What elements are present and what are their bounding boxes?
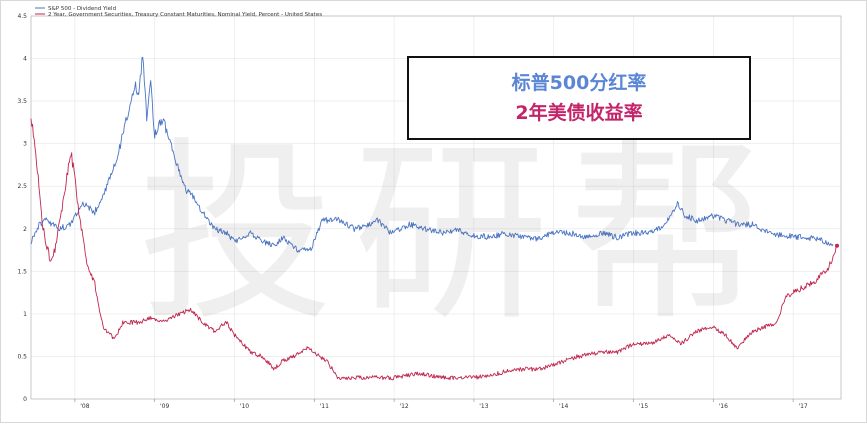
y-tick-label: 4.5 bbox=[17, 13, 27, 20]
y-tick-label: 2 bbox=[23, 226, 27, 233]
x-tick-label: '16 bbox=[719, 403, 728, 410]
plot-area-border bbox=[30, 15, 842, 400]
series-2-end-marker bbox=[835, 243, 840, 248]
annotation-line-treasury: 2年美债收益率 bbox=[515, 102, 643, 124]
y-tick-label: 1 bbox=[23, 311, 27, 318]
x-tick-label: '14 bbox=[559, 403, 568, 410]
y-tick-label: 0.5 bbox=[17, 353, 27, 360]
annotation-box: 标普500分红率 2年美债收益率 bbox=[407, 56, 751, 140]
y-tick-label: 2.5 bbox=[17, 183, 27, 190]
legend-label-1: S&P 500 - Dividend Yield bbox=[48, 6, 116, 12]
x-tick-label: '15 bbox=[639, 403, 648, 410]
y-tick-label: 0 bbox=[23, 396, 27, 403]
x-tick-label: '17 bbox=[798, 403, 807, 410]
y-tick-label: 3 bbox=[23, 141, 27, 148]
annotation-line-dividend: 标普500分红率 bbox=[511, 72, 647, 94]
y-tick-label: 4 bbox=[23, 56, 27, 63]
x-tick-label: '08 bbox=[80, 403, 89, 410]
grid-layer bbox=[31, 15, 841, 400]
y-tick-label: 1.5 bbox=[17, 268, 27, 275]
series-line-1 bbox=[30, 56, 834, 253]
axis-layer: 0 0.5 1 1.5 2 2.5 3 3.5 4 4.5 '08 '09 '10 '11 '12 '13 '1… bbox=[17, 13, 842, 410]
x-tick-label: '13 bbox=[479, 403, 488, 410]
x-tick-label: '10 bbox=[240, 403, 249, 410]
x-tick-label: '12 bbox=[399, 403, 408, 410]
series-layer bbox=[30, 56, 840, 381]
legend-label-2: 2 Year, Government Securities, Treasury … bbox=[48, 12, 322, 18]
x-tick-label: '11 bbox=[320, 403, 329, 410]
series-line-2 bbox=[30, 118, 838, 381]
x-tick-label: '09 bbox=[160, 403, 169, 410]
y-tick-label: 3.5 bbox=[17, 98, 27, 105]
